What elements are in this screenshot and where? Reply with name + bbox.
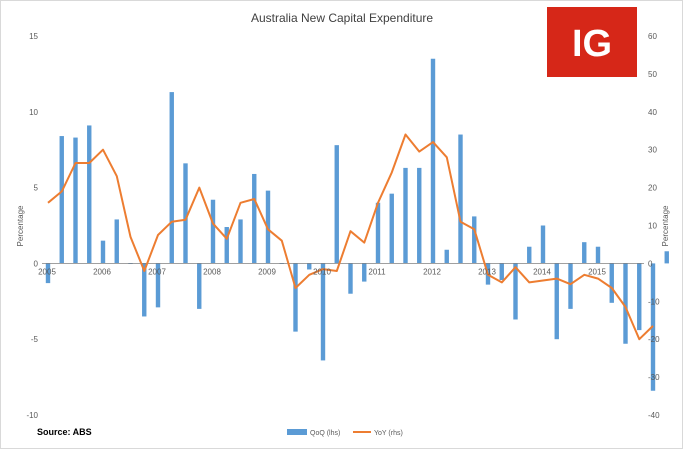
legend: QoQ (lhs) YoY (rhs) xyxy=(287,429,403,437)
left-tick-label: 0 xyxy=(34,259,39,268)
qoq-bar xyxy=(430,58,436,264)
x-year-label: 2007 xyxy=(148,267,166,276)
qoq-bar xyxy=(554,263,559,340)
qoq-bar xyxy=(142,263,147,317)
qoq-bar xyxy=(348,263,353,294)
qoq-bar xyxy=(73,137,78,264)
qoq-bar xyxy=(389,193,394,264)
left-axis-ticks: 15 10 5 0 -5 -10 xyxy=(26,32,38,420)
qoq-bar xyxy=(169,92,174,264)
yoy-line xyxy=(47,133,654,341)
right-tick-label: 50 xyxy=(648,70,657,79)
qoq-bar xyxy=(362,263,367,282)
qoq-bar xyxy=(59,136,64,264)
yoy-line-path xyxy=(47,133,654,341)
right-tick-label: -30 xyxy=(648,373,660,382)
qoq-bar xyxy=(197,263,202,309)
x-year-label: 2013 xyxy=(478,267,496,276)
x-year-label: 2008 xyxy=(203,267,221,276)
left-tick-label: 5 xyxy=(34,184,39,193)
qoq-bar xyxy=(375,202,381,264)
y-axis-title-left: Percentage xyxy=(16,205,25,246)
qoq-bar xyxy=(45,263,51,284)
x-year-label: 2006 xyxy=(93,267,111,276)
qoq-bar xyxy=(623,263,628,344)
x-year-label: 2014 xyxy=(533,267,551,276)
right-tick-label: -20 xyxy=(648,335,660,344)
qoq-bar xyxy=(210,199,216,264)
qoq-bar xyxy=(527,246,532,264)
qoq-bar xyxy=(513,263,518,320)
y-axis-title-right: Percentage xyxy=(661,205,670,246)
right-tick-label: 30 xyxy=(648,146,657,155)
legend-label-qoq: QoQ (lhs) xyxy=(310,430,340,437)
qoq-bar xyxy=(155,263,161,308)
qoq-bar xyxy=(540,225,546,264)
logo-text: IG xyxy=(572,23,612,65)
ig-logo: IG xyxy=(547,7,637,77)
qoq-bar xyxy=(320,263,326,361)
left-tick-label: 15 xyxy=(29,32,38,41)
right-tick-label: 10 xyxy=(648,222,657,231)
x-axis-year-labels: 2005 2006 2007 2008 2009 2010 2011 2012 2013 2014… xyxy=(38,267,606,276)
right-tick-label: 60 xyxy=(648,32,657,41)
legend-swatch-qoq xyxy=(287,429,307,435)
x-year-label: 2010 xyxy=(313,267,331,276)
qoq-bar xyxy=(568,263,573,309)
x-year-label: 2009 xyxy=(258,267,276,276)
right-tick-label: 20 xyxy=(648,184,657,193)
chart-title: Australia New Capital Expenditure xyxy=(251,11,433,25)
right-tick-label: 40 xyxy=(648,108,657,117)
qoq-bar xyxy=(114,219,119,264)
left-tick-label: 10 xyxy=(29,108,38,117)
qoq-bar xyxy=(637,263,642,331)
x-year-label: 2015 xyxy=(588,267,606,276)
qoq-bar xyxy=(252,173,257,264)
source-note: Source: ABS xyxy=(37,427,92,437)
qoq-bar xyxy=(334,145,339,264)
x-year-label: 2011 xyxy=(368,267,386,276)
qoq-bar xyxy=(293,263,298,332)
qoq-bar xyxy=(595,246,601,264)
qoq-bars xyxy=(45,58,669,391)
qoq-bar xyxy=(100,240,106,264)
logo-background xyxy=(547,7,637,77)
qoq-bar xyxy=(499,263,504,281)
qoq-bar xyxy=(183,163,188,264)
left-tick-label: -10 xyxy=(26,411,38,420)
qoq-bar xyxy=(87,125,92,264)
right-tick-label: -40 xyxy=(648,411,660,420)
right-axis-ticks: 60 50 40 30 20 10 0 -10 -20 -30 -40 xyxy=(648,32,660,420)
right-tick-label: 0 xyxy=(648,259,653,268)
legend-label-yoy: YoY (rhs) xyxy=(374,430,403,437)
qoq-bar xyxy=(458,134,463,264)
left-tick-label: -5 xyxy=(31,335,39,344)
x-year-label: 2012 xyxy=(423,267,441,276)
qoq-bar xyxy=(307,263,312,270)
qoq-bar xyxy=(582,242,587,264)
qoq-bar xyxy=(609,263,614,303)
qoq-bar xyxy=(664,251,669,264)
qoq-bar xyxy=(444,249,449,264)
qoq-bar xyxy=(417,167,422,264)
right-tick-label: -10 xyxy=(648,297,660,306)
qoq-bar xyxy=(238,219,243,264)
qoq-bar xyxy=(403,167,408,264)
x-year-label: 2005 xyxy=(38,267,56,276)
qoq-bar xyxy=(472,216,477,264)
qoq-bar xyxy=(224,227,229,264)
